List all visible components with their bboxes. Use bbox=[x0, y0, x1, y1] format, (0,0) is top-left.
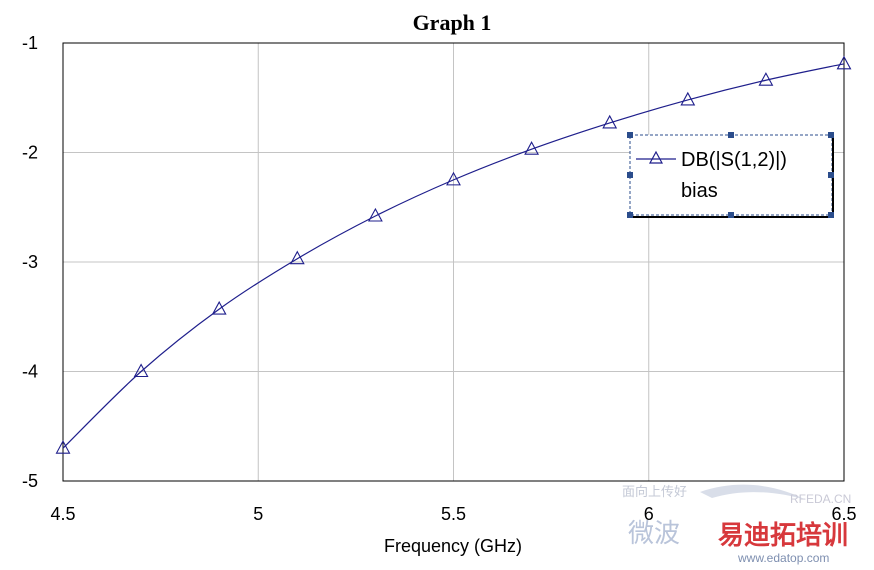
x-tick-label: 6 bbox=[644, 504, 654, 524]
legend-entry-series: DB(|S(1,2)|) bbox=[681, 149, 787, 171]
data-point-marker bbox=[836, 55, 852, 70]
chart-title: Graph 1 bbox=[413, 10, 492, 35]
resize-handle[interactable] bbox=[828, 172, 834, 178]
watermark-url: www.edatop.com bbox=[737, 551, 829, 565]
data-point-marker bbox=[289, 250, 305, 265]
x-axis-ticks: 4.5 5 5.5 6 6.5 bbox=[50, 504, 856, 524]
y-tick-label: -2 bbox=[22, 143, 38, 163]
watermark-logo: 面向上传好 RFEDA.CN 微波 易迪拓培训 www.edatop.com bbox=[622, 484, 851, 565]
legend-box bbox=[629, 134, 833, 216]
series-layer bbox=[55, 55, 852, 454]
data-point-marker bbox=[602, 114, 618, 129]
x-tick-label: 4.5 bbox=[50, 504, 75, 524]
data-point-marker bbox=[680, 91, 696, 106]
resize-handle[interactable] bbox=[728, 132, 734, 138]
watermark-cn-red: 易迪拓培训 bbox=[718, 521, 848, 551]
data-point-marker bbox=[446, 171, 461, 186]
watermark-cn-small: 面向上传好 bbox=[622, 484, 687, 500]
legend-handles[interactable] bbox=[627, 132, 834, 218]
legend[interactable]: DB(|S(1,2)|) bias bbox=[627, 132, 834, 218]
x-axis-label: Frequency (GHz) bbox=[384, 536, 522, 556]
data-point-marker bbox=[758, 72, 774, 86]
data-point-marker bbox=[55, 439, 71, 454]
x-tick-label: 6.5 bbox=[831, 504, 856, 524]
grid-lines bbox=[62, 42, 845, 482]
data-point-marker bbox=[211, 300, 227, 315]
y-axis-ticks: -1 -2 -3 -4 -5 bbox=[22, 33, 38, 491]
watermark-wing-icon bbox=[700, 484, 806, 500]
watermark-cn-blue: 微波 bbox=[628, 519, 680, 549]
triangle-marker-icon bbox=[648, 150, 664, 164]
y-tick-label: -3 bbox=[22, 252, 38, 272]
y-tick-label: -5 bbox=[22, 471, 38, 491]
resize-handle[interactable] bbox=[728, 212, 734, 218]
plot-frame bbox=[62, 42, 845, 482]
resize-handle[interactable] bbox=[627, 172, 633, 178]
data-point-marker bbox=[133, 363, 149, 378]
series-line bbox=[62, 63, 845, 449]
resize-handle[interactable] bbox=[828, 212, 834, 218]
x-tick-label: 5.5 bbox=[441, 504, 466, 524]
data-point-marker bbox=[524, 141, 540, 155]
x-tick-label: 5 bbox=[253, 504, 263, 524]
resize-handle[interactable] bbox=[627, 132, 633, 138]
resize-handle[interactable] bbox=[627, 212, 633, 218]
watermark-en: RFEDA.CN bbox=[790, 492, 851, 506]
y-tick-label: -4 bbox=[22, 362, 38, 382]
legend-entry-bias: bias bbox=[681, 180, 718, 202]
data-point-marker bbox=[367, 207, 383, 222]
y-tick-label: -1 bbox=[22, 33, 38, 53]
resize-handle[interactable] bbox=[828, 132, 834, 138]
